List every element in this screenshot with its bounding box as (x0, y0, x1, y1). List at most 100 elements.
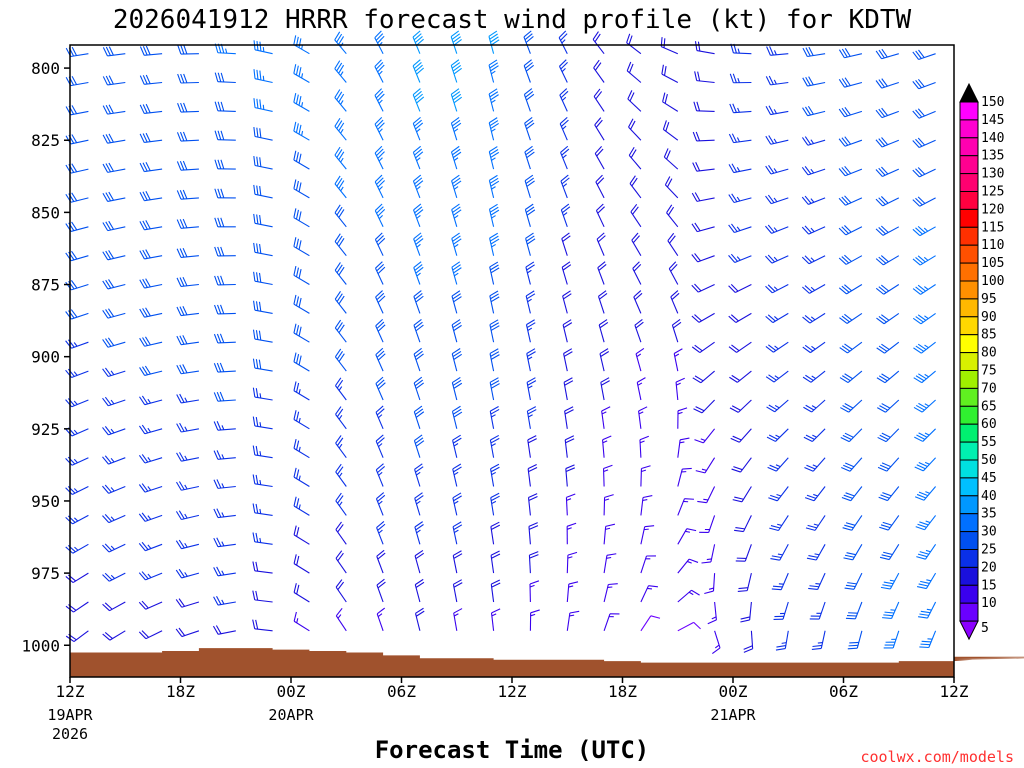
wind-barb (914, 428, 936, 442)
wind-barb (838, 77, 863, 88)
wind-barb (632, 261, 642, 285)
colorbar-segment (959, 584, 979, 604)
wind-barb (102, 279, 126, 290)
wind-barb (176, 306, 199, 317)
wind-barb (801, 225, 826, 235)
wind-barb (801, 255, 826, 265)
wind-barb (335, 550, 347, 574)
colorbar-segment (959, 316, 979, 336)
colorbar-segment (959, 137, 979, 157)
wind-barb (452, 492, 462, 516)
colorbar-segment (959, 298, 979, 318)
wind-barb (627, 90, 642, 112)
wind-barb (413, 261, 424, 285)
wind-barb (525, 290, 536, 314)
wind-barb (844, 572, 863, 590)
wind-barb (335, 406, 347, 430)
wind-barb (802, 284, 826, 294)
colorbar-label: 140 (981, 131, 1004, 146)
wind-barb (334, 60, 347, 83)
wind-barb (730, 428, 752, 443)
wind-barb (139, 336, 163, 347)
wind-barb (65, 486, 89, 495)
wind-barb (731, 457, 752, 473)
wind-barb (691, 312, 715, 323)
wind-barb (526, 348, 536, 372)
y-tick-label: 950 (31, 492, 60, 511)
wind-barb (912, 284, 936, 295)
y-tick-label: 825 (31, 131, 60, 150)
wind-barb (677, 621, 701, 632)
wind-barb (490, 463, 500, 487)
wind-barb (412, 116, 424, 141)
wind-barb (640, 525, 655, 545)
wind-barb (102, 543, 126, 553)
wind-barb (524, 203, 536, 227)
wind-barb (212, 625, 236, 635)
wind-barb (176, 422, 199, 433)
wind-barb (692, 370, 715, 384)
wind-barb (335, 492, 347, 516)
wind-barb (639, 435, 649, 458)
wind-barb (765, 105, 789, 116)
colorbar-label: 45 (981, 471, 997, 486)
wind-barb (595, 174, 605, 199)
wind-barb (638, 406, 648, 429)
wind-barb (213, 421, 236, 431)
wind-barb (102, 337, 126, 348)
wind-barb (139, 307, 163, 318)
wind-barb (592, 31, 605, 55)
wind-barb (628, 118, 642, 141)
colorbar-segment (959, 119, 979, 139)
wind-barb (802, 341, 826, 354)
x-tick-date: 21APR (710, 706, 756, 724)
wind-barb (636, 377, 646, 401)
wind-barb (253, 127, 273, 141)
colorbar-label: 10 (981, 596, 997, 611)
wind-barb (633, 290, 643, 314)
colorbar-segment (959, 208, 979, 228)
wind-barb (563, 348, 573, 372)
wind-barb (602, 464, 613, 487)
colorbar-label: 90 (981, 310, 997, 325)
wind-barb (413, 232, 424, 256)
wind-barb (176, 393, 199, 404)
colorbar-label: 130 (981, 167, 1004, 182)
wind-barb (450, 59, 462, 83)
wind-barb (293, 467, 310, 487)
wind-barb (253, 69, 273, 84)
wind-barb (677, 589, 700, 603)
colorbar-label: 20 (981, 560, 997, 575)
wind-barb (252, 532, 273, 545)
wind-barb (805, 515, 826, 531)
wind-barb (453, 608, 463, 631)
wind-barb (593, 88, 605, 112)
wind-barb (732, 486, 752, 503)
wind-barb (876, 399, 900, 413)
wind-barb (102, 308, 126, 319)
wind-barb (489, 261, 500, 285)
colorbar-segment (959, 352, 979, 372)
wind-barb (65, 221, 89, 232)
wind-barb (65, 456, 89, 466)
wind-barb (677, 528, 697, 545)
wind-barb (414, 607, 425, 631)
wind-barb (802, 312, 826, 324)
wind-barb (728, 163, 752, 174)
wind-barb (489, 290, 500, 314)
wind-barb (175, 627, 200, 638)
wind-barb (253, 155, 273, 170)
wind-barb (374, 117, 385, 141)
x-axis-label: Forecast Time (UTC) (375, 736, 650, 764)
wind-barb (375, 376, 386, 401)
wind-barb (489, 319, 500, 343)
wind-barb (729, 73, 752, 84)
source-credit[interactable]: coolwx.com/models (860, 748, 1014, 766)
wind-barb (875, 225, 900, 236)
wind-barb (252, 416, 273, 430)
wind-barb (488, 117, 499, 141)
wind-barb (765, 284, 789, 294)
wind-barb (176, 247, 199, 258)
colorbar-segment (959, 531, 979, 550)
